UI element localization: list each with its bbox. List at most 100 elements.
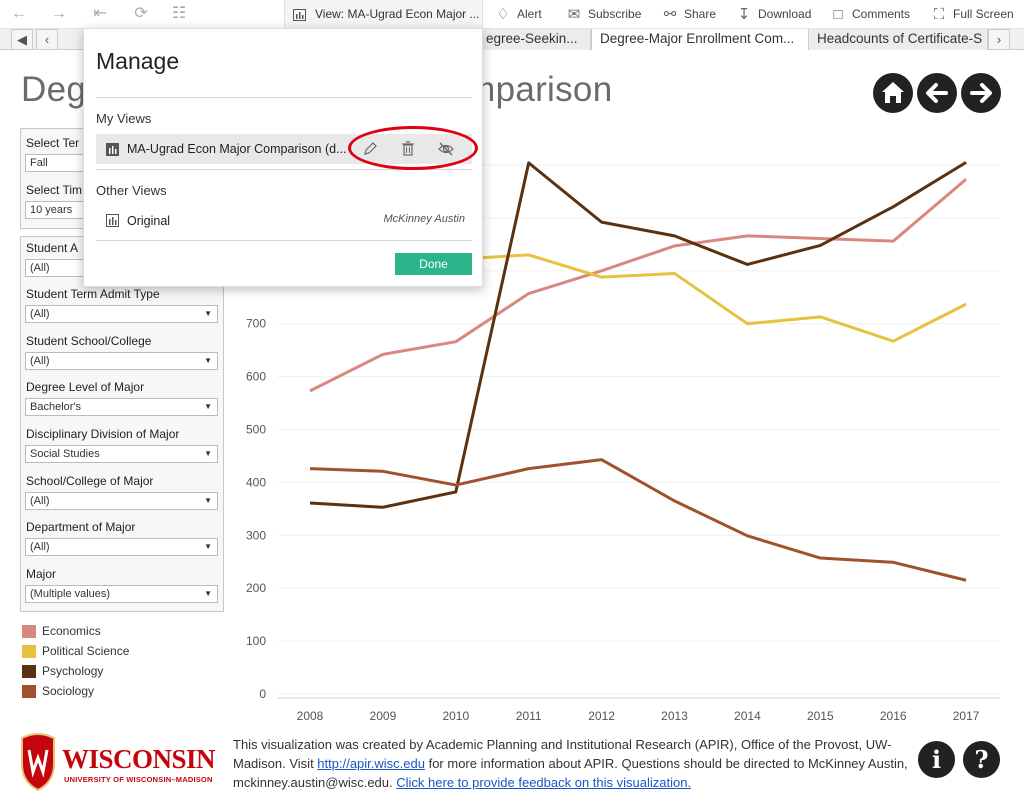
filter-label: Department of Major bbox=[26, 520, 136, 534]
x-tick-label: 2010 bbox=[442, 709, 469, 723]
legend-label: Economics bbox=[42, 624, 101, 638]
back-button[interactable] bbox=[917, 73, 957, 113]
share-button[interactable]: ⚯ Share bbox=[659, 0, 716, 29]
help-button[interactable]: ? bbox=[963, 741, 1000, 778]
x-tick-label: 2012 bbox=[588, 709, 615, 723]
filter-label: School/College of Major bbox=[26, 474, 154, 488]
refresh-icon[interactable]: ⟳ bbox=[134, 5, 148, 22]
x-tick-label: 2015 bbox=[807, 709, 834, 723]
school-of-major-dropdown[interactable]: (All) ▼ bbox=[25, 492, 218, 510]
comments-button[interactable]: □ Comments bbox=[827, 0, 910, 29]
legend-label: Psychology bbox=[42, 664, 104, 678]
x-tick-label: 2014 bbox=[734, 709, 761, 723]
chevron-down-icon: ▼ bbox=[204, 542, 212, 551]
tab-scroll-prev-icon[interactable]: ‹ bbox=[36, 29, 58, 50]
filter-label: Select Ter bbox=[26, 136, 80, 150]
feedback-link[interactable]: Click here to provide feedback on this v… bbox=[396, 775, 692, 790]
original-view-link[interactable]: Original bbox=[127, 214, 171, 228]
tab-degree-seeking[interactable]: egree-Seekin... bbox=[478, 29, 591, 50]
filter-value: (Multiple values) bbox=[30, 588, 111, 600]
bell-icon: ♢ bbox=[496, 6, 510, 24]
tab-degree-major-enrollment[interactable]: Degree-Major Enrollment Com... bbox=[591, 29, 809, 50]
info-button[interactable]: i bbox=[918, 741, 955, 778]
alert-button[interactable]: ♢ Alert bbox=[492, 0, 541, 29]
select-term-dropdown[interactable]: Fall bbox=[25, 154, 85, 172]
view-icon bbox=[293, 9, 306, 21]
chevron-down-icon: ▼ bbox=[204, 402, 212, 411]
home-icon bbox=[882, 82, 904, 103]
major-dropdown[interactable]: (Multiple values) ▼ bbox=[25, 585, 218, 603]
disciplinary-division-dropdown[interactable]: Social Studies ▼ bbox=[25, 445, 218, 463]
filter-value: (All) bbox=[30, 495, 50, 507]
series-line-sociology[interactable] bbox=[309, 458, 967, 582]
legend-swatch bbox=[22, 625, 36, 638]
dashboard-title-end: mparison bbox=[466, 70, 613, 109]
current-view-button[interactable]: View: MA-Ugrad Econ Major ... bbox=[284, 0, 483, 29]
apir-link[interactable]: http://apir.wisc.edu bbox=[317, 756, 425, 771]
divider bbox=[96, 97, 472, 98]
filter-panel: Student A (All) Student Term Admit Type … bbox=[20, 236, 224, 612]
envelope-icon: ✉ bbox=[567, 6, 581, 24]
view-icon bbox=[106, 143, 119, 156]
subscribe-button[interactable]: ✉ Subscribe bbox=[563, 0, 642, 29]
current-view-label: View: MA-Ugrad Econ Major ... bbox=[315, 7, 480, 21]
filter-value: 10 years bbox=[30, 204, 73, 216]
footer-credits: This visualization was created by Academ… bbox=[233, 735, 913, 792]
legend-label: Sociology bbox=[42, 684, 95, 698]
y-tick-label: 200 bbox=[246, 581, 266, 595]
filter-label: Major bbox=[26, 567, 57, 581]
x-tick-label: 2016 bbox=[880, 709, 907, 723]
download-button[interactable]: ↧ Download bbox=[733, 0, 812, 29]
filter-label: Student A bbox=[26, 241, 79, 255]
info-icon: i bbox=[931, 745, 942, 774]
uw-wordmark: WISCONSIN bbox=[62, 744, 216, 774]
done-button[interactable]: Done bbox=[395, 253, 472, 275]
comment-icon: □ bbox=[833, 6, 843, 24]
tab-headcounts-certificate[interactable]: Headcounts of Certificate-S bbox=[809, 29, 988, 50]
y-tick-label: 0 bbox=[259, 687, 266, 701]
filter-value: Social Studies bbox=[30, 448, 100, 460]
x-tick-label: 2017 bbox=[953, 709, 980, 723]
revert-icon[interactable]: ⇤ bbox=[93, 5, 107, 22]
uw-madison-logo: WISCONSIN UNIVERSITY OF WISCONSIN–MADISO… bbox=[18, 730, 216, 794]
other-views-heading: Other Views bbox=[96, 183, 167, 198]
y-tick-label: 300 bbox=[246, 528, 266, 542]
tab-scroll-next-icon[interactable]: › bbox=[988, 29, 1010, 50]
department-dropdown[interactable]: (All) ▼ bbox=[25, 538, 218, 556]
highlight-annotation bbox=[348, 126, 478, 170]
dashboard-title: Deg mparison bbox=[21, 70, 612, 110]
forward-button[interactable] bbox=[961, 73, 1001, 113]
tab-scroll-first-icon[interactable]: ◀ bbox=[11, 29, 33, 50]
admit-type-dropdown[interactable]: (All) ▼ bbox=[25, 305, 218, 323]
school-college-dropdown[interactable]: (All) ▼ bbox=[25, 352, 218, 370]
view-owner: McKinney Austin bbox=[383, 213, 465, 225]
filter-label: Student School/College bbox=[26, 334, 152, 348]
series-line-economics[interactable] bbox=[309, 178, 968, 393]
fullscreen-button[interactable]: ⛶ Full Screen bbox=[928, 0, 1014, 29]
undo-icon[interactable]: ← bbox=[11, 5, 27, 22]
filter-label: Degree Level of Major bbox=[26, 380, 145, 394]
legend-swatch bbox=[22, 645, 36, 658]
home-button[interactable] bbox=[873, 73, 913, 113]
divider bbox=[96, 169, 472, 170]
student-filter-dropdown[interactable]: (All) bbox=[25, 259, 85, 277]
pause-updates-icon[interactable]: ☷ bbox=[171, 5, 187, 22]
dashboard-title-start: Deg bbox=[21, 70, 87, 109]
filter-label: Student Term Admit Type bbox=[26, 287, 160, 301]
filter-value: Fall bbox=[30, 157, 48, 169]
y-tick-label: 400 bbox=[246, 475, 266, 489]
x-tick-label: 2011 bbox=[516, 709, 542, 723]
chevron-down-icon: ▼ bbox=[204, 356, 212, 365]
select-time-dropdown[interactable]: 10 years bbox=[25, 201, 85, 219]
x-tick-label: 2008 bbox=[297, 709, 324, 723]
filter-value: (All) bbox=[30, 308, 50, 320]
chevron-down-icon: ▼ bbox=[204, 496, 212, 505]
series-line-psychology[interactable] bbox=[309, 161, 967, 509]
filter-value: (All) bbox=[30, 541, 50, 553]
y-tick-label: 600 bbox=[246, 370, 266, 384]
legend-swatch bbox=[22, 685, 36, 698]
share-icon: ⚯ bbox=[663, 6, 677, 24]
degree-level-dropdown[interactable]: Bachelor's ▼ bbox=[25, 398, 218, 416]
redo-icon[interactable]: → bbox=[51, 5, 67, 22]
y-tick-label: 500 bbox=[246, 423, 266, 437]
